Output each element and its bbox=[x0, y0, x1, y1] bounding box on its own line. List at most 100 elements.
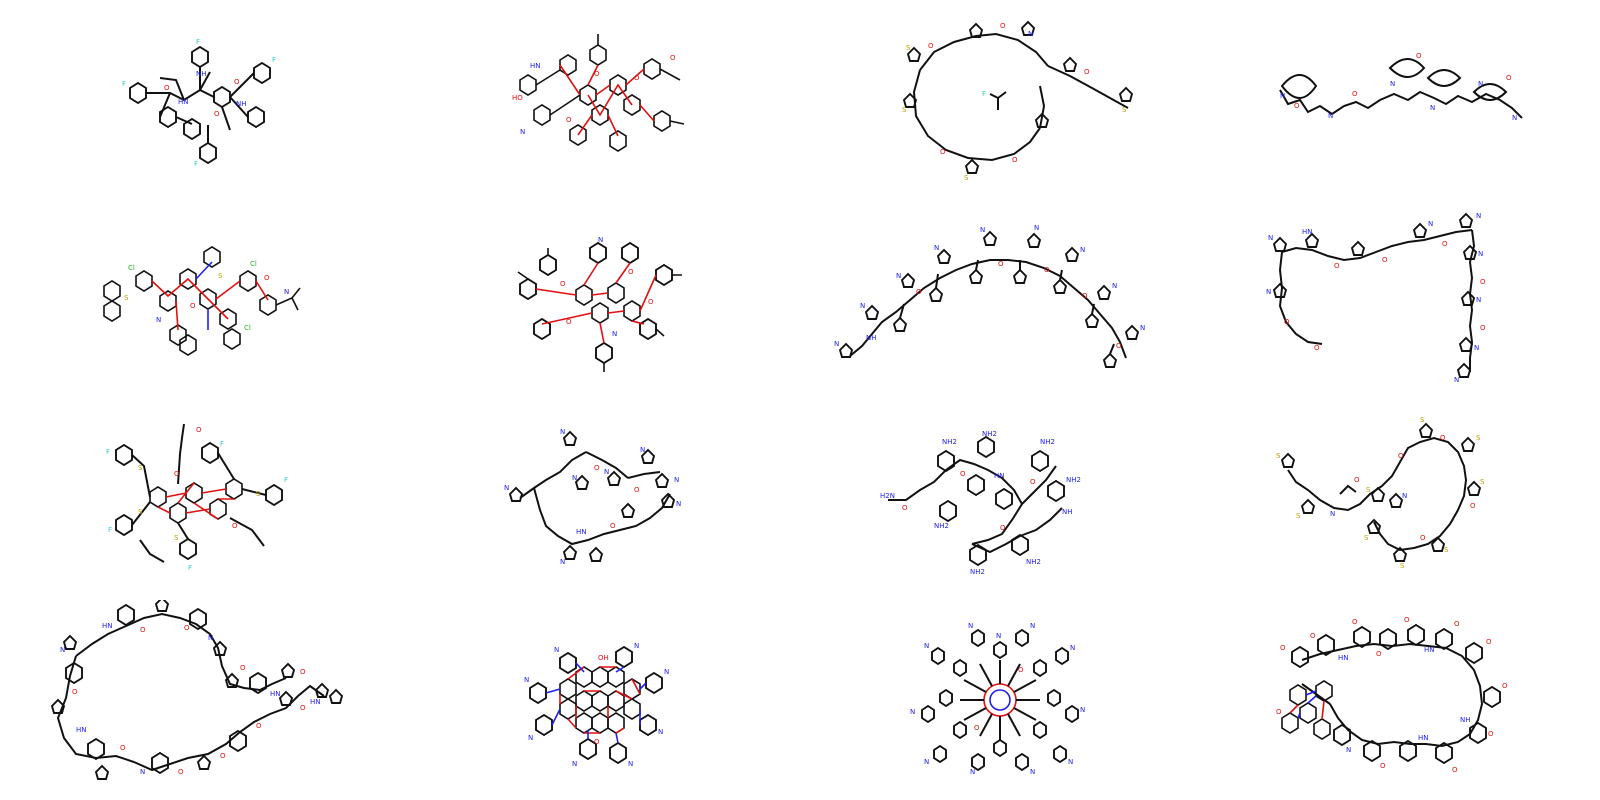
svg-text:O: O bbox=[1000, 524, 1006, 532]
svg-text:O: O bbox=[1398, 452, 1404, 460]
svg-text:S: S bbox=[1122, 106, 1127, 114]
svg-text:O: O bbox=[594, 70, 600, 78]
svg-text:N: N bbox=[572, 474, 577, 482]
svg-text:S: S bbox=[1276, 452, 1281, 460]
svg-text:O: O bbox=[140, 626, 146, 634]
svg-text:F: F bbox=[196, 38, 200, 46]
svg-text:O: O bbox=[566, 318, 572, 326]
svg-text:HN: HN bbox=[102, 622, 113, 630]
svg-text:N: N bbox=[1266, 288, 1271, 296]
svg-text:N: N bbox=[1268, 234, 1273, 242]
svg-text:N: N bbox=[674, 476, 679, 484]
svg-text:N: N bbox=[860, 302, 865, 310]
svg-text:N: N bbox=[284, 288, 289, 296]
svg-text:O: O bbox=[1442, 240, 1448, 248]
svg-text:O: O bbox=[1488, 730, 1494, 738]
svg-text:HN: HN bbox=[178, 98, 189, 106]
svg-text:O: O bbox=[648, 298, 654, 306]
svg-text:O: O bbox=[560, 280, 566, 288]
svg-text:N: N bbox=[1068, 758, 1073, 766]
svg-text:HN: HN bbox=[270, 690, 281, 698]
svg-text:O: O bbox=[1082, 292, 1088, 300]
svg-text:N: N bbox=[910, 708, 915, 716]
svg-text:N: N bbox=[634, 642, 639, 650]
svg-text:N: N bbox=[996, 632, 1001, 640]
svg-text:O: O bbox=[190, 302, 196, 310]
svg-text:O: O bbox=[1084, 68, 1090, 76]
svg-text:N: N bbox=[560, 428, 565, 436]
molecule-structure: S S N O S N O S O S O S S S O S bbox=[1276, 416, 1485, 570]
svg-text:N: N bbox=[968, 622, 973, 630]
svg-text:O: O bbox=[174, 470, 180, 478]
svg-text:N: N bbox=[924, 758, 929, 766]
svg-text:N: N bbox=[598, 236, 603, 244]
svg-text:O: O bbox=[178, 768, 184, 776]
svg-text:N: N bbox=[1080, 246, 1085, 254]
svg-text:O: O bbox=[220, 752, 226, 760]
svg-text:NH: NH bbox=[196, 70, 207, 78]
molecule-structure: H2N O NH2 NH2 O NH2 HN NH2 O NH2 NH2 NH2… bbox=[880, 430, 1081, 576]
svg-text:NH2: NH2 bbox=[1026, 558, 1041, 566]
svg-text:NH: NH bbox=[1460, 716, 1471, 724]
svg-text:F: F bbox=[284, 476, 288, 484]
molecule-cell: N N N O N N O N O N O N N O NH bbox=[800, 200, 1200, 400]
svg-text:F: F bbox=[194, 160, 198, 168]
svg-text:N: N bbox=[934, 244, 939, 252]
svg-text:O: O bbox=[1314, 344, 1320, 352]
svg-text:N: N bbox=[658, 728, 663, 736]
svg-text:HN: HN bbox=[576, 528, 587, 536]
svg-text:N: N bbox=[612, 330, 617, 338]
svg-text:HN: HN bbox=[1302, 228, 1313, 236]
svg-text:S: S bbox=[1480, 478, 1485, 486]
svg-text:HN: HN bbox=[310, 698, 321, 706]
svg-text:O: O bbox=[1452, 766, 1458, 774]
molecule-cell: S S N O S N O S O S O S S S O S bbox=[1200, 400, 1600, 600]
svg-text:N: N bbox=[1346, 746, 1351, 754]
svg-text:O: O bbox=[256, 722, 262, 730]
svg-text:N: N bbox=[896, 272, 901, 280]
svg-text:O: O bbox=[184, 624, 190, 632]
svg-text:O: O bbox=[1044, 266, 1050, 274]
molecule-structure: N N N O N N O N N HN O N bbox=[504, 428, 681, 566]
svg-text:N: N bbox=[520, 128, 525, 136]
svg-text:N: N bbox=[1280, 92, 1285, 100]
svg-text:O: O bbox=[1018, 666, 1024, 674]
svg-text:S: S bbox=[1296, 512, 1301, 520]
svg-text:N: N bbox=[560, 558, 565, 566]
molecule-cell: S S S N S O O O O O F bbox=[800, 0, 1200, 200]
svg-text:O: O bbox=[1420, 534, 1426, 542]
molecule-structure: N N N OH N N N N N O bbox=[524, 642, 669, 768]
molecule-structure: O O N O O N bbox=[517, 236, 682, 372]
svg-text:O: O bbox=[1310, 632, 1316, 640]
svg-text:O: O bbox=[566, 116, 572, 124]
molecule-structure: Cl Cl Cl S S O O N N bbox=[103, 246, 301, 356]
svg-text:O: O bbox=[634, 486, 640, 494]
svg-text:O: O bbox=[300, 704, 306, 712]
svg-text:O: O bbox=[594, 464, 600, 472]
svg-text:O: O bbox=[196, 426, 202, 434]
svg-text:S: S bbox=[902, 106, 907, 114]
svg-text:N: N bbox=[1328, 112, 1333, 120]
svg-text:N: N bbox=[1512, 114, 1517, 122]
molecule-structure: N O HN O N O O HN O O N O HN O O HN O bbox=[50, 600, 344, 780]
svg-text:O: O bbox=[1404, 616, 1410, 624]
svg-text:N: N bbox=[1430, 104, 1435, 112]
molecule-structure: S S S N S O O O O O F bbox=[902, 20, 1134, 182]
svg-text:N: N bbox=[1080, 706, 1085, 714]
molecule-cell: Cl Cl Cl S S O O N N bbox=[0, 200, 400, 400]
svg-text:O: O bbox=[240, 664, 246, 672]
svg-text:S: S bbox=[1364, 534, 1369, 542]
svg-text:N: N bbox=[572, 760, 577, 768]
svg-text:O: O bbox=[1416, 52, 1422, 60]
svg-text:N: N bbox=[834, 340, 839, 348]
svg-text:NH2: NH2 bbox=[1066, 476, 1081, 484]
svg-text:N: N bbox=[676, 500, 681, 508]
svg-text:F: F bbox=[272, 56, 276, 64]
svg-text:S: S bbox=[1420, 416, 1425, 424]
svg-text:O: O bbox=[594, 738, 600, 746]
svg-text:NH: NH bbox=[866, 334, 877, 342]
svg-text:S: S bbox=[124, 294, 129, 302]
svg-text:N: N bbox=[208, 634, 213, 642]
svg-text:N: N bbox=[1030, 768, 1035, 776]
